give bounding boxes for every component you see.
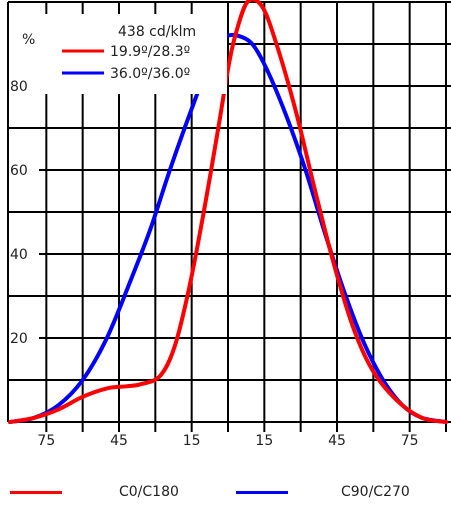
legend-intensity: 438 cd/klm <box>118 24 196 40</box>
y-tick-label-80: 80 <box>10 79 28 95</box>
x-tick-label: 75 <box>401 433 419 449</box>
y-label-bg <box>9 161 39 179</box>
x-tick-label: 45 <box>110 433 128 449</box>
x-tick-label: 15 <box>183 433 201 449</box>
x-tick-label: 45 <box>328 433 346 449</box>
legend-c90-c270-label: C90/C270 <box>341 484 410 500</box>
legend-entry-label: 36.0º/36.0º <box>110 66 190 82</box>
series-lines <box>8 0 448 424</box>
y-unit-label: % <box>22 32 35 48</box>
legend-line-blue <box>236 490 288 494</box>
y-label-bg <box>9 329 39 347</box>
legend-c90-c270-swatch <box>236 478 298 506</box>
legend-c0-c180-label: C0/C180 <box>119 484 179 500</box>
y-tick-label: 40 <box>10 247 28 263</box>
legend-box-bg <box>9 14 227 94</box>
series-line-c0-c180 <box>8 0 448 424</box>
x-tick-label: 75 <box>37 433 55 449</box>
luminous-intensity-chart: 75 45 15 15 45 75 20 40 60 80 % 438 cd/klm 19.9º/2… <box>7 0 451 449</box>
y-tick-label: 60 <box>10 163 28 179</box>
inset-legend: % 438 cd/klm 19.9º/28.3º 36.0º/36.0º 80 <box>9 14 227 95</box>
bottom-legend: C0/C180 C90/C270 <box>0 478 451 506</box>
legend-c0-c180-swatch <box>10 478 72 506</box>
y-label-bg <box>9 245 39 263</box>
y-tick-label: 20 <box>10 331 28 347</box>
x-tick-label: 15 <box>255 433 273 449</box>
legend-line-red <box>10 490 62 494</box>
legend-entry-label: 19.9º/28.3º <box>110 44 190 60</box>
x-tick-labels: 75 45 15 15 45 75 <box>37 433 418 449</box>
series-line-c90-c270 <box>8 32 448 424</box>
